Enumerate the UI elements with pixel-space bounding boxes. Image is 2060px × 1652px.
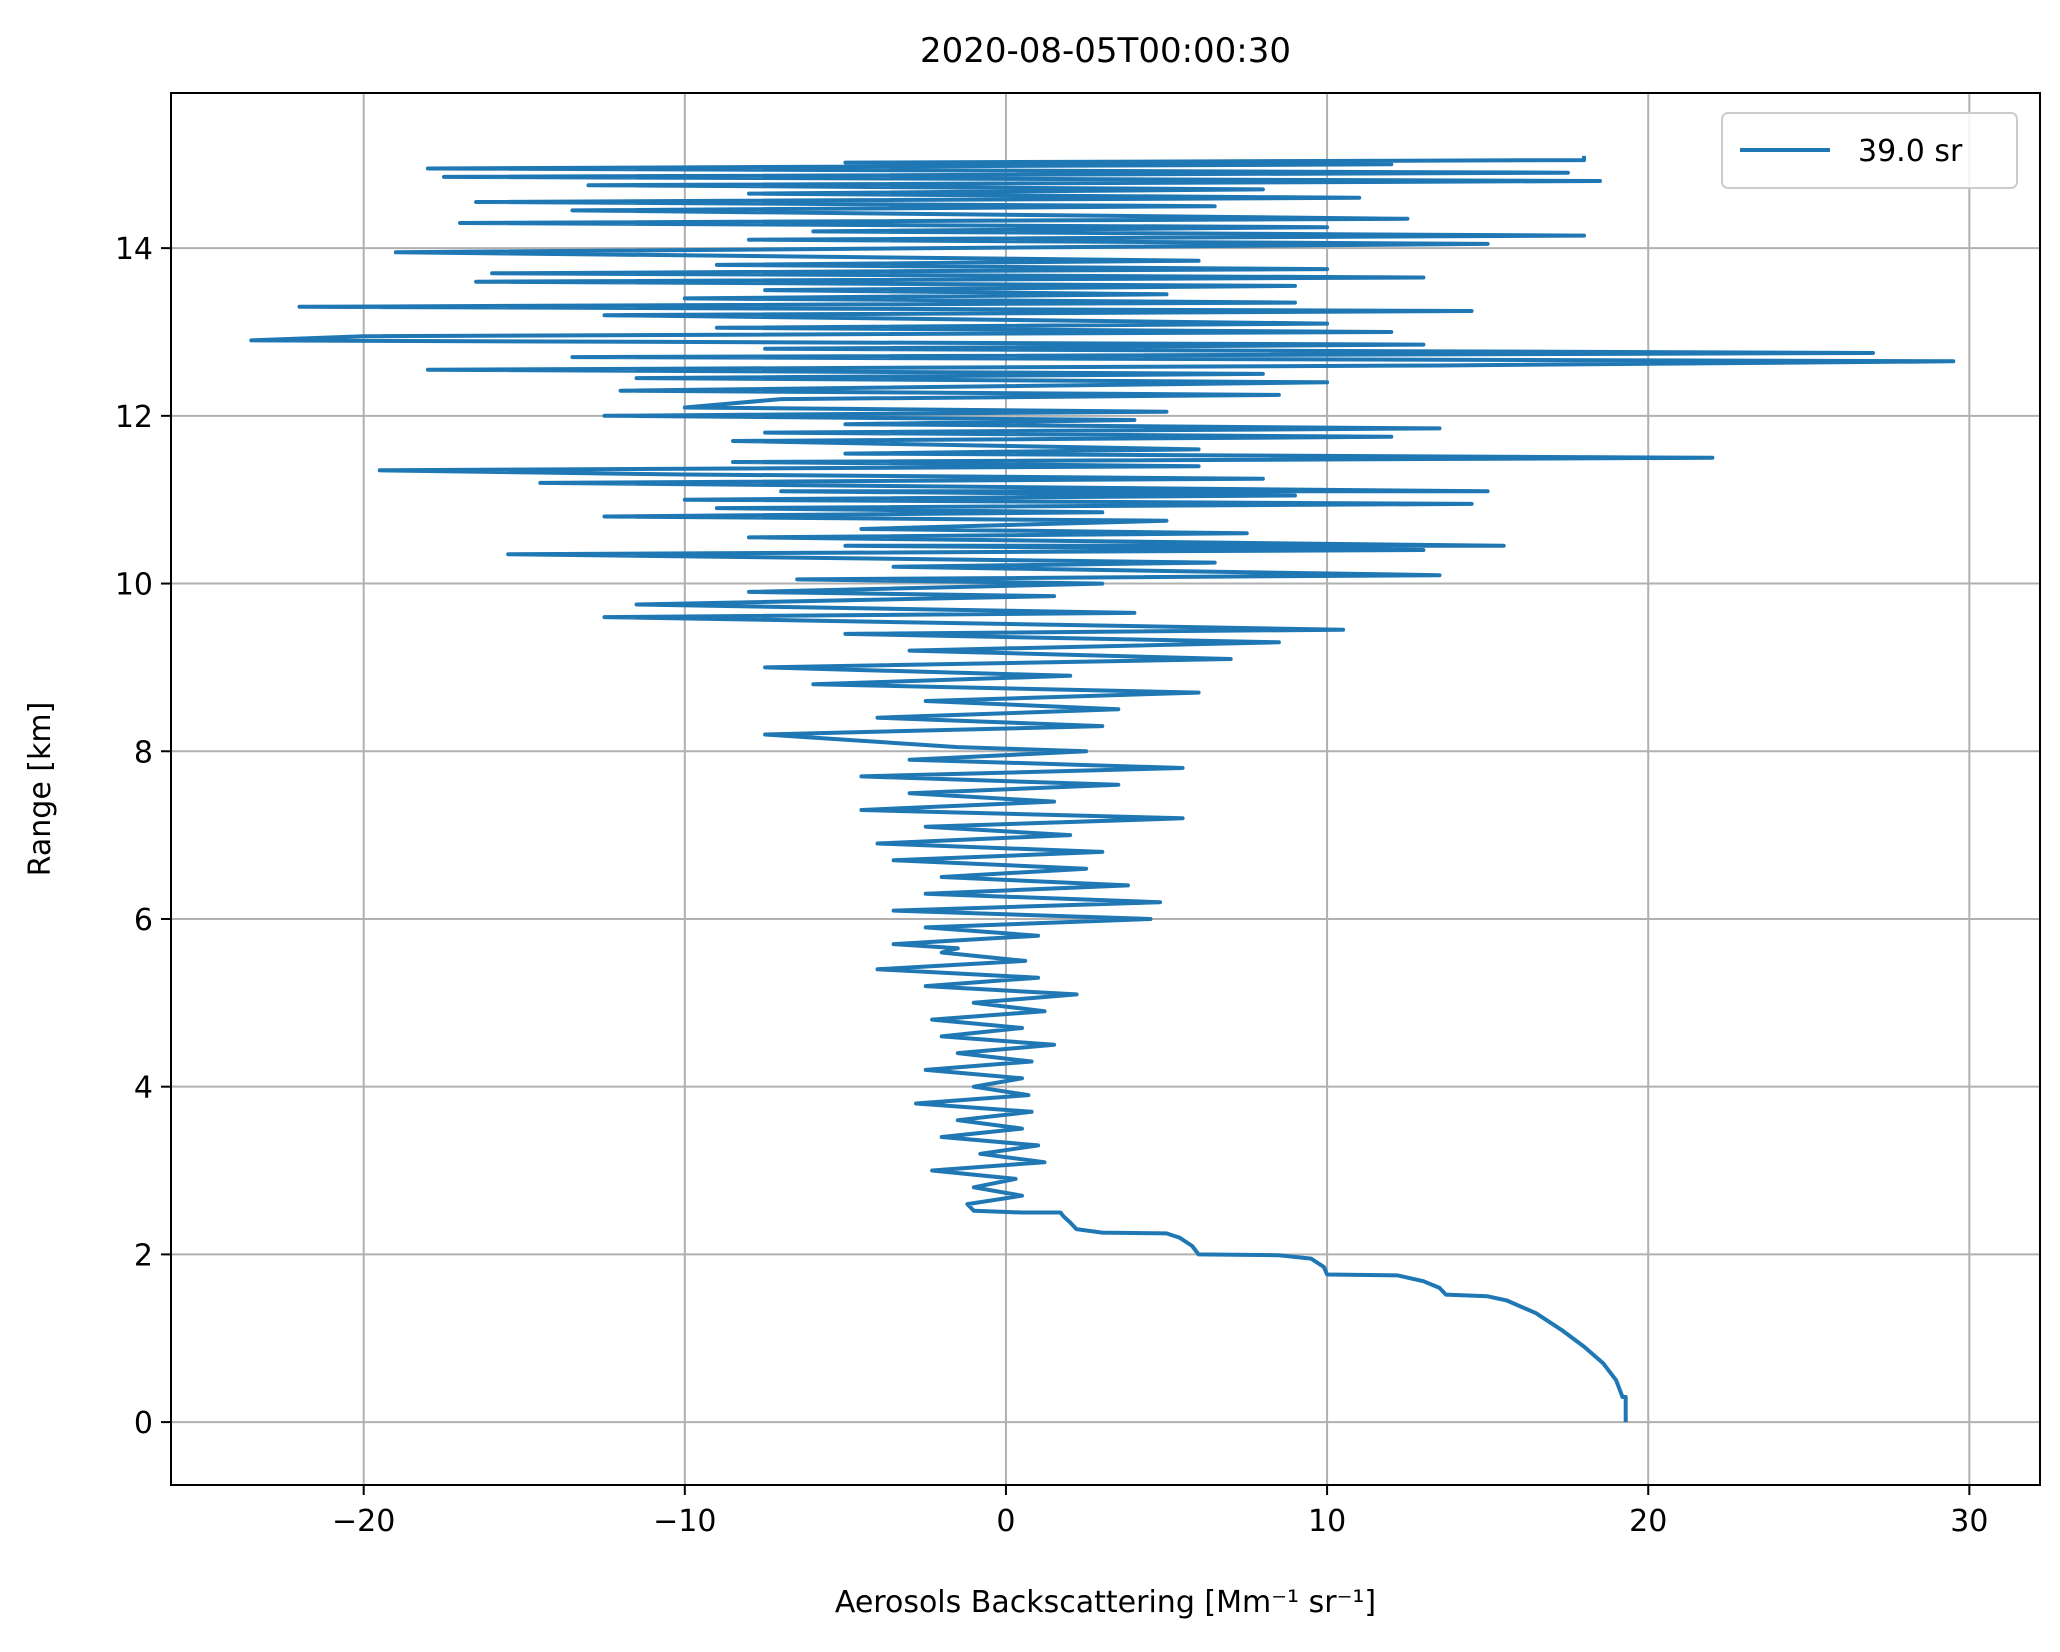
y-tick-label: 8 [134, 735, 153, 770]
series-line [249, 155, 1956, 1423]
y-tick-label: 6 [134, 903, 153, 938]
legend-box [1721, 112, 2018, 189]
ticks: −20 −10 0 10 20 30 0 2 4 6 8 10 12 14 [115, 232, 1989, 1539]
x-tick-label: 10 [1308, 1504, 1346, 1539]
legend: 39.0 sr [1721, 112, 2018, 189]
y-axis-label: Range [km] [23, 702, 58, 877]
legend-series-label: 39.0 sr [1858, 134, 1963, 169]
x-tick-label: −20 [332, 1504, 395, 1539]
series-layer [249, 155, 1956, 1423]
y-tick-label: 4 [134, 1071, 153, 1106]
x-axis-label: Aerosols Backscattering [Mm⁻¹ sr⁻¹] [835, 1585, 1376, 1620]
plot-frame [170, 92, 2041, 1486]
x-tick-label: −10 [653, 1504, 716, 1539]
y-tick-label: 12 [115, 400, 153, 435]
x-tick-label: 0 [996, 1504, 1015, 1539]
y-tick-label: 0 [134, 1406, 153, 1441]
chart-title: 2020-08-05T00:00:30 [920, 31, 1291, 71]
x-tick-label: 20 [1629, 1504, 1667, 1539]
y-tick-label: 10 [115, 568, 153, 603]
x-tick-label: 30 [1950, 1504, 1988, 1539]
y-tick-label: 14 [115, 232, 153, 267]
y-tick-label: 2 [134, 1238, 153, 1273]
